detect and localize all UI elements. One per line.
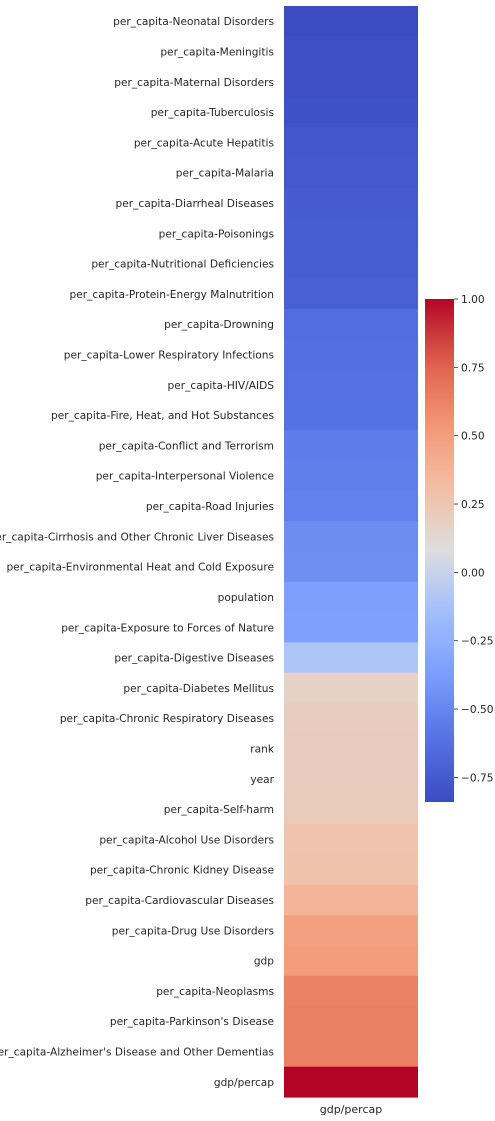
heatmap-cell (284, 945, 418, 977)
row-label: per_capita-HIV/AIDS (167, 380, 274, 392)
heatmap-cell (284, 703, 418, 734)
heatmap-cell (284, 824, 418, 856)
heatmap-cell (284, 793, 418, 825)
heatmap-cell (284, 339, 418, 371)
heatmap-cell (284, 399, 418, 431)
heatmap-cell (284, 248, 418, 280)
heatmap-cell (284, 521, 418, 553)
colorbar-tick-label: −0.25 (461, 636, 493, 648)
heatmap-cell (284, 66, 418, 98)
heatmap-cell (284, 975, 418, 1007)
colorbar-tick-label: 0.75 (461, 362, 485, 374)
heatmap-cell (284, 127, 418, 159)
row-label: per_capita-Fire, Heat, and Hot Substance… (51, 410, 274, 422)
row-label: per_capita-Neoplasms (156, 986, 274, 998)
heatmap-cell (284, 1036, 418, 1068)
colorbar-tick-label: 0.00 (461, 567, 485, 579)
row-label: per_capita-Interpersonal Violence (96, 471, 274, 483)
row-label: gdp/percap (214, 1077, 274, 1089)
colorbar-ticks: 1.00 0.75 0.50 0.25 0.00 −0.25 −0.50 −0.75 (454, 294, 494, 784)
row-label: per_capita-Conflict and Terrorism (99, 440, 274, 452)
heatmap-cell (284, 642, 418, 674)
heatmap-cell (284, 309, 418, 340)
heatmap-cell (284, 581, 418, 613)
row-label: per_capita-Tuberculosis (151, 107, 274, 119)
heatmap-cell (284, 490, 418, 522)
colorbar-tick-label: 0.25 (461, 499, 485, 511)
row-label: per_capita-Neonatal Disorders (113, 16, 274, 28)
heatmap-cell (284, 884, 418, 916)
heatmap-cell (284, 218, 418, 250)
row-label: rank (250, 743, 275, 755)
heatmap-cell (284, 1066, 418, 1098)
heatmap-cell (284, 278, 418, 310)
row-label: per_capita-Alcohol Use Disorders (99, 834, 274, 846)
row-label: per_capita-Protein-Energy Malnutrition (69, 289, 274, 301)
row-label: per_capita-Drowning (164, 319, 274, 331)
heatmap-cell (284, 430, 418, 462)
heatmap-cell (284, 96, 418, 128)
row-label: per_capita-Chronic Respiratory Diseases (60, 713, 274, 725)
colorbar-tick-label: 0.50 (461, 431, 485, 443)
row-label: per_capita-Cardiovascular Diseases (85, 895, 274, 907)
row-label: per_capita-Malaria (176, 168, 274, 180)
heatmap-cell (284, 36, 418, 68)
heatmap-cell (284, 187, 418, 219)
row-labels: per_capita-Neonatal Disorders per_capita-… (0, 16, 275, 1089)
heatmap-cells (284, 6, 418, 1098)
row-label: per_capita-Poisonings (159, 228, 274, 240)
row-label: year (250, 774, 274, 786)
heatmap-cell (284, 672, 418, 704)
row-label: per_capita-Nutritional Deficiencies (91, 259, 274, 271)
row-label: per_capita-Drug Use Disorders (112, 925, 274, 937)
row-label: per_capita-Maternal Disorders (114, 77, 274, 89)
row-label: per_capita-Diarrheal Diseases (116, 198, 275, 210)
colorbar: 1.00 0.75 0.50 0.25 0.00 −0.25 −0.50 −0.75 (425, 294, 494, 802)
row-label: per_capita-Exposure to Forces of Nature (61, 622, 274, 634)
row-label: per_capita-Digestive Diseases (114, 653, 274, 665)
row-label: per_capita-Lower Respiratory Infections (64, 350, 274, 362)
heatmap-cell (284, 460, 418, 492)
heatmap-cell (284, 915, 418, 947)
row-label: per_capita-Environmental Heat and Cold E… (6, 562, 274, 574)
heatmap-cell (284, 157, 418, 189)
row-label: per_capita-Cirrhosis and Other Chronic L… (0, 531, 274, 543)
row-label: per_capita-Meningitis (160, 46, 274, 58)
colorbar-tick-label: −0.50 (461, 704, 494, 716)
heatmap-cell (284, 763, 418, 795)
heatmap-cell (284, 1006, 418, 1037)
colorbar-tick-label: −0.75 (461, 772, 493, 784)
row-label: per_capita-Road Injuries (146, 501, 274, 513)
heatmap-cell (284, 733, 418, 765)
row-label: per_capita-Chronic Kidney Disease (90, 865, 274, 877)
row-label: per_capita-Self-harm (164, 804, 274, 816)
row-label: population (218, 592, 274, 604)
colorbar-tick-label: 1.00 (461, 294, 485, 306)
colorbar-gradient (425, 299, 454, 802)
heatmap-cell (284, 854, 418, 886)
row-label: per_capita-Acute Hepatitis (134, 137, 274, 149)
heatmap-cell (284, 612, 418, 644)
row-label: per_capita-Parkinson's Disease (110, 1016, 274, 1028)
row-label: per_capita-Diabetes Mellitus (123, 683, 274, 695)
column-label: gdp/percap (320, 1103, 382, 1116)
heatmap-cell (284, 369, 418, 401)
heatmap-cell (284, 6, 418, 37)
row-label: gdp (254, 956, 274, 968)
heatmap-cell (284, 551, 418, 583)
row-label: per_capita-Alzheimer's Disease and Other… (0, 1047, 274, 1059)
